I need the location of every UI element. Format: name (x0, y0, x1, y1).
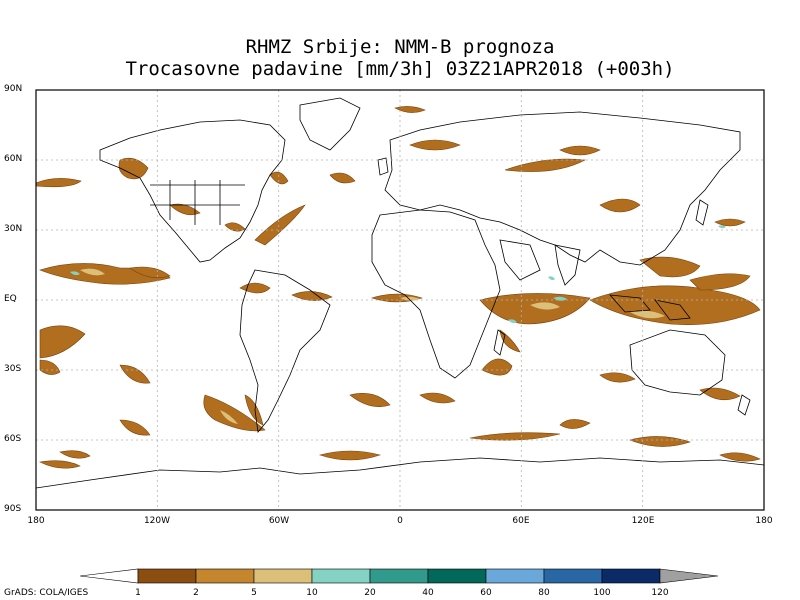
lat-label: 90S (4, 504, 22, 514)
colorbar-segment (485, 568, 545, 584)
lat-label: 30S (4, 364, 22, 374)
lon-label: 60W (268, 516, 290, 526)
colorbar-right-arrow (659, 568, 719, 584)
colorbar-label: 40 (422, 588, 434, 598)
lon-label: 180 (27, 516, 45, 526)
colorbar-label: 100 (593, 588, 611, 598)
map-frame (35, 89, 765, 511)
lon-label: 120W (143, 516, 171, 526)
map-title: RHMZ Srbije: NMM-B prognoza (245, 36, 555, 58)
colorbar-label: 120 (651, 588, 669, 598)
colorbar-segment (253, 568, 313, 584)
colorbar-label: 60 (480, 588, 492, 598)
colorbar (79, 568, 719, 584)
lat-label: 60S (4, 434, 22, 444)
lat-label: 60N (4, 154, 23, 164)
precipitation-field (36, 106, 761, 469)
lon-label: 0 (397, 516, 403, 526)
lon-label: 180 (755, 516, 773, 526)
colorbar-segment (195, 568, 255, 584)
map-subtitle: Trocasovne padavine [mm/3h] 03Z21APR2018… (125, 58, 675, 80)
credit-text: GrADS: COLA/IGES (4, 588, 89, 598)
lon-label: 60E (512, 516, 530, 526)
lat-label: EQ (4, 294, 17, 304)
lon-label: 120E (631, 516, 655, 526)
coastlines (36, 97, 764, 489)
lat-label: 30N (4, 224, 23, 234)
colorbar-left-arrow (79, 568, 139, 584)
colorbar-segment (369, 568, 429, 584)
colorbar-label: 20 (364, 588, 376, 598)
colorbar-label: 2 (193, 588, 199, 598)
graticule (36, 90, 764, 510)
colorbar-label: 1 (135, 588, 141, 598)
colorbar-segment (543, 568, 603, 584)
colorbar-segment (137, 568, 197, 584)
colorbar-label: 5 (251, 588, 257, 598)
colorbar-label: 80 (538, 588, 550, 598)
colorbar-segment (601, 568, 661, 584)
colorbar-segment (311, 568, 371, 584)
lat-label: 90N (4, 84, 23, 94)
colorbar-segment (427, 568, 487, 584)
colorbar-label: 10 (306, 588, 318, 598)
